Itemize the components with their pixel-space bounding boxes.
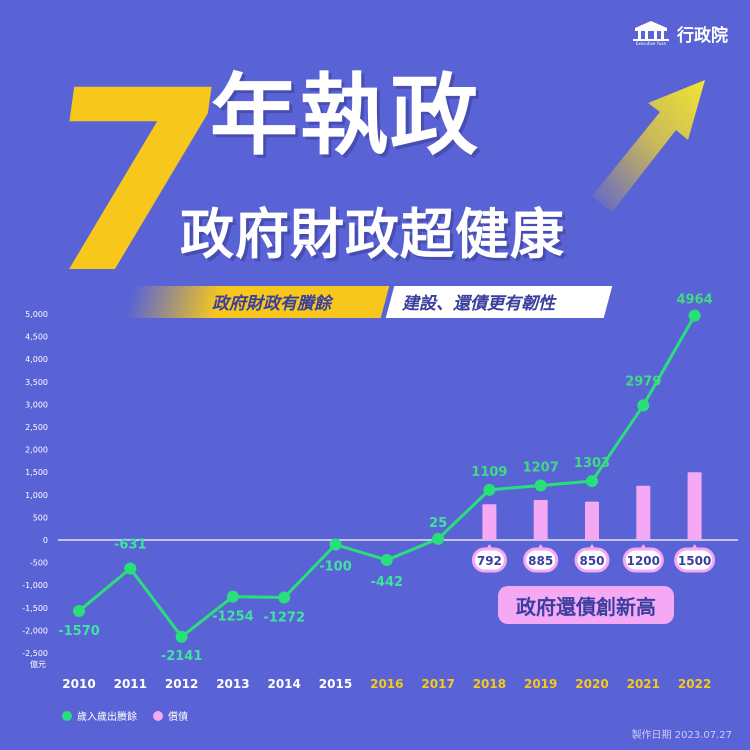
x-tick-label: 2020 — [575, 677, 608, 691]
repayment-bar — [482, 504, 497, 540]
surplus-value-label: -631 — [114, 538, 147, 553]
x-tick-label: 2013 — [216, 677, 249, 691]
production-date: 製作日期 2023.07.27 — [631, 730, 732, 741]
x-tick-label: 2011 — [114, 677, 147, 691]
legend-swatch-repayment — [153, 710, 163, 721]
repayment-bar — [636, 485, 651, 540]
repayment-label-pointer — [485, 544, 494, 550]
surplus-point — [175, 630, 188, 643]
y-tick-label: -1,500 — [22, 604, 48, 613]
y-tick-label: 5,000 — [25, 310, 48, 319]
y-tick-label: -500 — [30, 559, 48, 568]
repayment-label-pointer — [639, 544, 648, 550]
repayment-label-pointer — [690, 544, 699, 550]
tag-surplus: 政府財政有賸餘 — [212, 294, 331, 314]
surplus-point — [278, 591, 291, 604]
surplus-value-label: 1303 — [574, 456, 610, 471]
legend-item-surplus: 歲入歲出賸餘 — [62, 708, 137, 723]
y-tick-label: 2,500 — [25, 423, 48, 432]
repayment-bar — [585, 501, 599, 540]
x-tick-label: 2017 — [421, 677, 454, 691]
repayment-bar — [533, 499, 548, 540]
legend-label-surplus: 歲入歲出賸餘 — [77, 712, 137, 723]
surplus-point — [329, 538, 342, 551]
surplus-point — [637, 399, 650, 412]
surplus-value-label: 4964 — [677, 293, 713, 308]
repayment-value-label: 885 — [528, 554, 553, 568]
surplus-value-label: -1570 — [58, 624, 100, 639]
legend-label-repayment: 償債 — [168, 712, 188, 723]
y-tick-label: 3,000 — [25, 400, 48, 409]
surplus-point — [534, 479, 547, 492]
surplus-point — [586, 475, 598, 488]
logo-text: 行政院 — [677, 25, 728, 46]
repayment-value-label: 1200 — [627, 554, 660, 568]
y-tick-label: -1,000 — [22, 581, 48, 590]
x-tick-label: 2022 — [678, 677, 711, 691]
x-tick-label: 2019 — [524, 677, 557, 691]
legend-swatch-surplus — [62, 710, 72, 721]
logo-subtitle: Executive Yuan — [635, 41, 667, 46]
repayment-bar — [687, 472, 702, 540]
y-tick-label: 1,000 — [25, 491, 48, 500]
surplus-value-label: -100 — [319, 560, 352, 575]
tag-resilience: 建設、還債更有韌性 — [402, 294, 555, 314]
surplus-value-label: -1254 — [212, 610, 254, 625]
surplus-point — [73, 604, 85, 617]
page-title: 年執政 — [210, 64, 481, 167]
x-tick-label: 2015 — [319, 677, 352, 691]
chart-legend: 歲入歲出賸餘 償債 — [62, 708, 188, 723]
legend-item-repayment: 償債 — [153, 708, 188, 723]
x-tick-label: 2018 — [473, 677, 506, 691]
y-tick-label: 4,000 — [25, 355, 48, 364]
surplus-value-label: -2141 — [161, 649, 203, 664]
x-tick-label: 2010 — [62, 677, 95, 691]
surplus-point — [226, 590, 239, 603]
surplus-point — [124, 562, 137, 575]
repayment-label-pointer — [536, 544, 545, 550]
surplus-value-label: 1207 — [523, 460, 559, 475]
surplus-value-label: 2979 — [625, 374, 661, 389]
y-tick-label: 0 — [43, 536, 48, 545]
surplus-value-label: -1272 — [263, 610, 305, 625]
surplus-point — [432, 532, 445, 545]
y-unit-label: 億元 — [30, 659, 46, 669]
y-tick-label: -2,500 — [22, 649, 48, 658]
y-tick-label: 1,500 — [25, 468, 48, 477]
y-tick-label: 2,000 — [25, 446, 48, 455]
y-tick-label: 3,500 — [25, 378, 48, 387]
repayment-value-label: 792 — [477, 554, 502, 568]
surplus-value-label: 1109 — [471, 465, 507, 480]
x-tick-label: 2021 — [627, 677, 660, 691]
repayment-value-label: 1500 — [678, 554, 711, 568]
surplus-point — [380, 553, 393, 566]
surplus-value-label: -442 — [371, 575, 404, 590]
surplus-point — [483, 483, 496, 496]
surplus-point — [688, 309, 701, 322]
x-tick-label: 2014 — [267, 677, 300, 691]
repayment-label-pointer — [588, 544, 596, 550]
surplus-value-label: 25 — [429, 516, 447, 531]
callout-repayment-record: 政府還債創新高 — [498, 586, 674, 624]
y-tick-label: -2,000 — [22, 626, 48, 635]
x-tick-label: 2012 — [165, 677, 198, 691]
y-tick-label: 4,500 — [25, 333, 48, 342]
executive-yuan-logo: Executive Yuan 行政院 — [631, 20, 728, 46]
repayment-value-label: 850 — [579, 554, 604, 568]
page-subtitle: 政府財政超健康 — [180, 203, 565, 266]
building-icon: Executive Yuan — [631, 20, 671, 46]
x-tick-label: 2016 — [370, 677, 403, 691]
y-tick-label: 500 — [33, 513, 48, 522]
